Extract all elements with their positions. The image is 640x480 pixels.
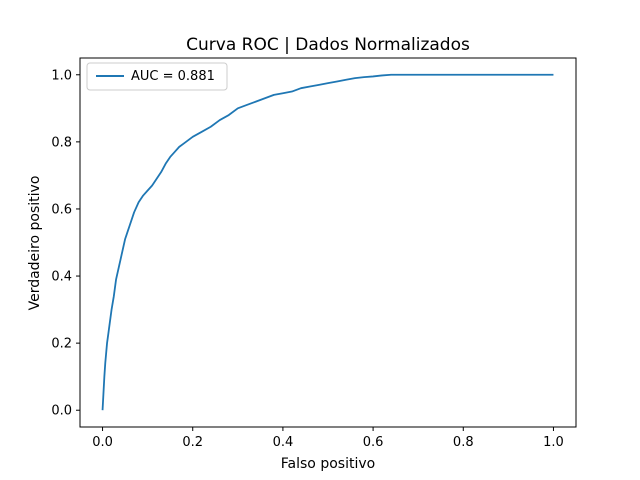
x-tick-label: 0.0 <box>92 435 113 450</box>
y-tick-label: 0.6 <box>51 202 72 217</box>
x-tick-label: 1.0 <box>543 435 564 450</box>
roc-curve-line <box>101 73 554 411</box>
x-tick-label: 0.8 <box>453 435 474 450</box>
chart-title: Curva ROC | Dados Normalizados <box>186 35 470 55</box>
x-tick-label: 0.4 <box>273 435 294 450</box>
series-layer <box>101 73 554 411</box>
x-axis-label: Falso positivo <box>281 456 375 472</box>
legend-box <box>86 62 228 91</box>
y-tick-label: 1.0 <box>51 68 72 83</box>
legend-label: AUC = 0.881 <box>131 69 215 84</box>
y-tick-label: 0.0 <box>51 404 72 419</box>
y-tick-label: 0.8 <box>51 135 72 150</box>
y-tick-label: 0.2 <box>51 337 72 352</box>
y-axis-label: Verdadeiro positivo <box>27 176 43 311</box>
y-tick-label: 0.4 <box>51 270 72 285</box>
axes-frame <box>79 57 577 428</box>
x-tick-label: 0.6 <box>363 435 384 450</box>
axes-layer: 0.0 0.2 0.4 0.6 0.8 1.0 0.0 0.2 0.4 0.6 0.8 1.0 <box>51 57 577 450</box>
legend: AUC = 0.881 <box>86 62 228 91</box>
x-tick-label: 0.2 <box>182 435 203 450</box>
